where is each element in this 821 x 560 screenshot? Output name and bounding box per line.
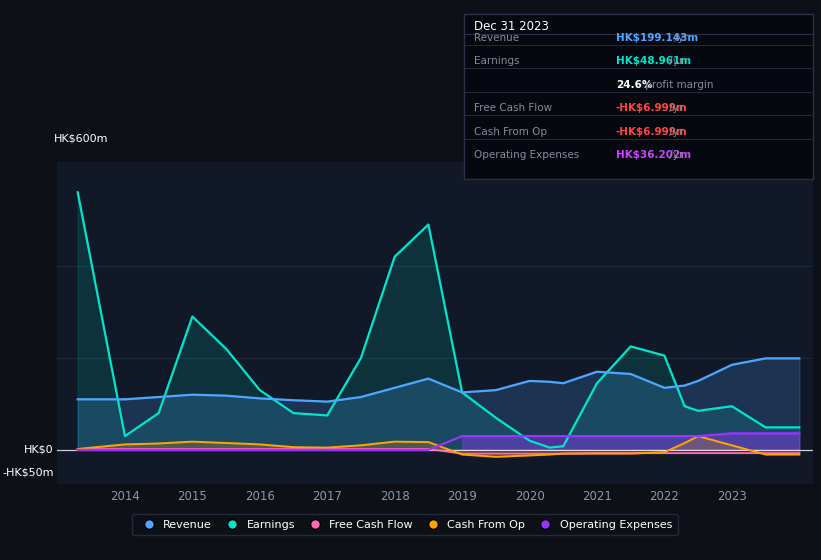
Text: Cash From Op: Cash From Op [474, 127, 547, 137]
Legend: Revenue, Earnings, Free Cash Flow, Cash From Op, Operating Expenses: Revenue, Earnings, Free Cash Flow, Cash … [132, 514, 677, 535]
Text: HK$0: HK$0 [24, 445, 53, 455]
Text: /yr: /yr [666, 103, 683, 113]
Text: 24.6%: 24.6% [616, 80, 652, 90]
Text: HK$600m: HK$600m [53, 133, 108, 143]
Text: -HK$6.999m: -HK$6.999m [616, 127, 687, 137]
Text: /yr: /yr [666, 56, 683, 66]
Text: HK$36.202m: HK$36.202m [616, 150, 691, 160]
Text: HK$199.143m: HK$199.143m [616, 32, 698, 43]
Text: Free Cash Flow: Free Cash Flow [474, 103, 552, 113]
Text: -HK$6.999m: -HK$6.999m [616, 103, 687, 113]
Text: Revenue: Revenue [474, 32, 519, 43]
Text: Earnings: Earnings [474, 56, 519, 66]
Text: Dec 31 2023: Dec 31 2023 [474, 20, 548, 33]
Text: /yr: /yr [666, 127, 683, 137]
Text: /yr: /yr [671, 32, 688, 43]
Text: /yr: /yr [666, 150, 683, 160]
Text: HK$48.961m: HK$48.961m [616, 56, 691, 66]
Text: profit margin: profit margin [642, 80, 713, 90]
Text: -HK$50m: -HK$50m [2, 468, 53, 478]
Text: Operating Expenses: Operating Expenses [474, 150, 579, 160]
